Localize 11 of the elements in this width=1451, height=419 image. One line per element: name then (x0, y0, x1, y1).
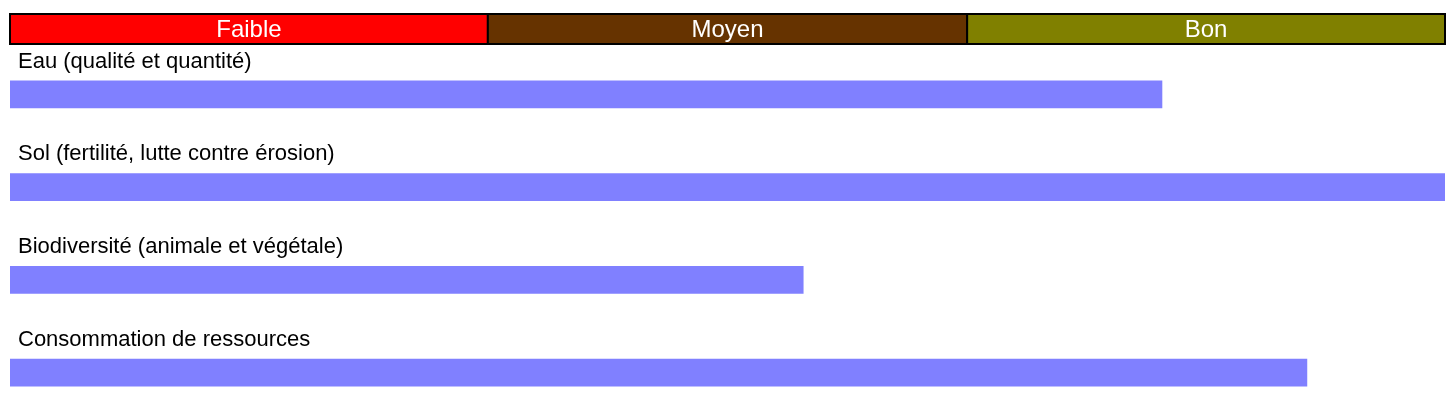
bar (10, 80, 1163, 109)
y-tick-label: Consommation de ressources (18, 325, 311, 351)
band-label: Bon (1184, 14, 1228, 42)
bar (10, 173, 1445, 202)
bar (10, 358, 1308, 387)
y-tick-label: Biodiversité (animale et végétale) (18, 233, 344, 259)
y-tick-label: Eau (qualité et quantité) (18, 47, 252, 73)
band-label: Faible (216, 14, 282, 42)
band-label: Moyen (691, 14, 764, 42)
bar (10, 265, 804, 294)
y-tick-label: Sol (fertilité, lutte contre érosion) (18, 140, 335, 166)
